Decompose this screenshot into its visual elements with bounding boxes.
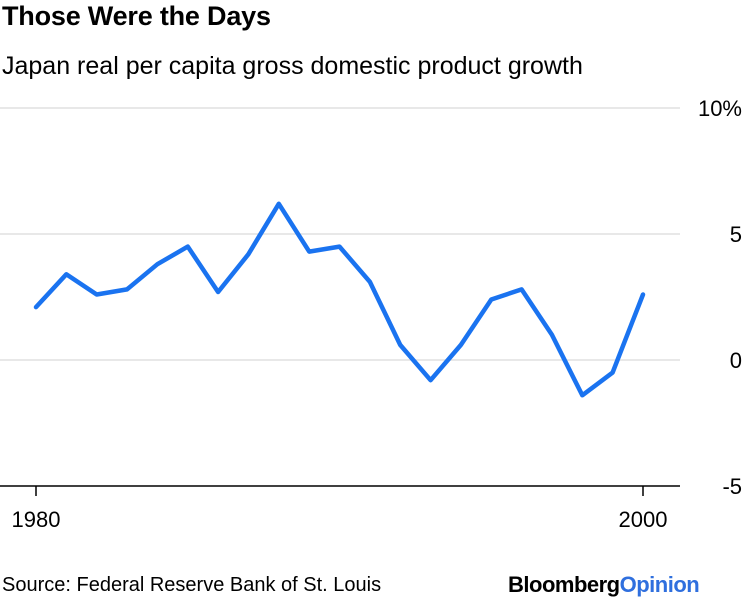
source-note: Source: Federal Reserve Bank of St. Loui… [2, 574, 382, 596]
y-tick-label: 5 [730, 222, 742, 247]
brand-suffix: Opinion [619, 572, 700, 597]
line-chart: 10% 5 0 -5 1980 2000 [0, 96, 742, 532]
axis-layer [0, 485, 680, 496]
grid-layer [0, 107, 680, 361]
brand-name: Bloomberg [508, 572, 620, 597]
y-tick-label: 0 [730, 348, 742, 373]
label-layer: 10% 5 0 -5 1980 2000 [12, 96, 742, 532]
brand-logo: BloombergOpinion [508, 572, 700, 598]
x-tick-label: 1980 [12, 507, 61, 532]
series-line [33, 201, 646, 398]
y-tick-label: -5 [722, 474, 742, 499]
series-layer [33, 201, 646, 398]
chart-title: Those Were the Days [2, 1, 271, 31]
y-tick-label: 10% [698, 96, 742, 121]
x-tick-label: 2000 [619, 507, 668, 532]
chart-subtitle: Japan real per capita gross domestic pro… [2, 52, 583, 80]
